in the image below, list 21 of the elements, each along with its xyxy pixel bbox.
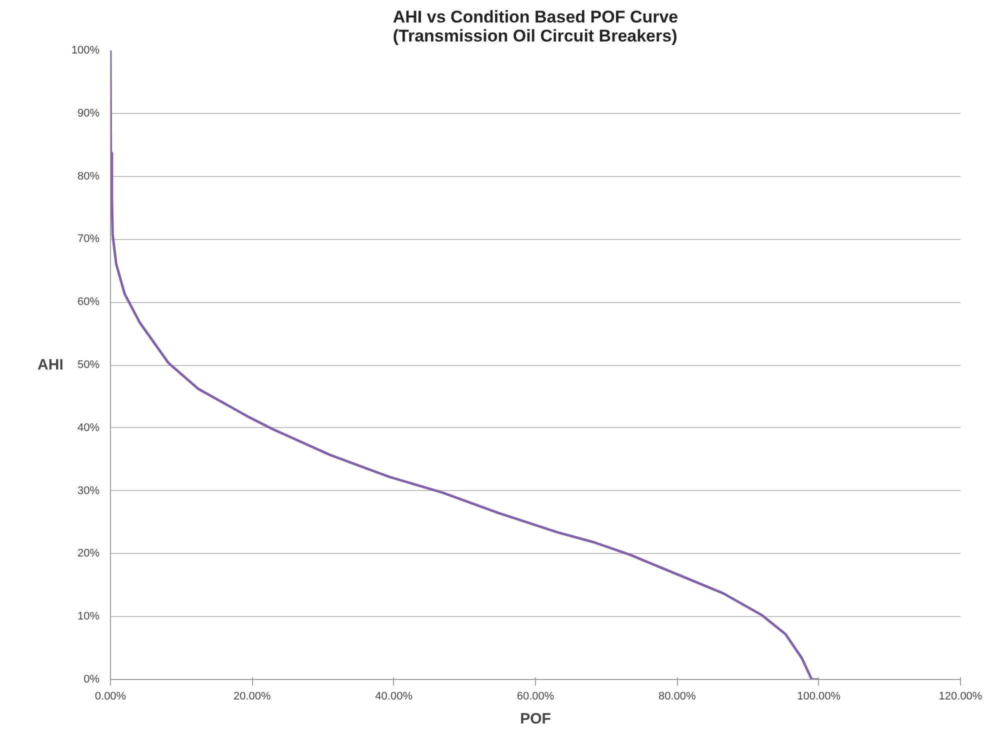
- y-tick-label: 40%: [77, 422, 100, 434]
- y-tick-label: 100%: [71, 44, 100, 56]
- x-tick-label: 0.00%: [94, 690, 126, 702]
- y-tick-label: 60%: [77, 296, 100, 308]
- chart-title: AHI vs Condition Based POF Curve (Transmission Oil Circuit Breakers): [392, 8, 678, 46]
- y-tick-label: 50%: [77, 359, 100, 371]
- x-tick-label: 100.00%: [797, 690, 841, 702]
- y-tick-label: 70%: [77, 233, 100, 246]
- x-tick-label: 60.00%: [516, 690, 554, 702]
- x-tick-label: 80.00%: [658, 690, 696, 702]
- x-axis-title: POF: [520, 710, 551, 728]
- y-tick-label: 30%: [77, 484, 100, 497]
- y-tick-label: 90%: [77, 107, 100, 120]
- y-tick-label: 20%: [77, 548, 100, 560]
- y-tick-label: 0%: [84, 674, 100, 686]
- y-tick-label: 10%: [77, 610, 100, 623]
- y-axis-title: AHI: [38, 356, 64, 374]
- x-tick-label: 40.00%: [375, 690, 413, 702]
- x-tick-label: 20.00%: [234, 690, 272, 702]
- y-tick-label: 80%: [77, 170, 100, 182]
- x-tick-label: 120.00%: [938, 690, 982, 702]
